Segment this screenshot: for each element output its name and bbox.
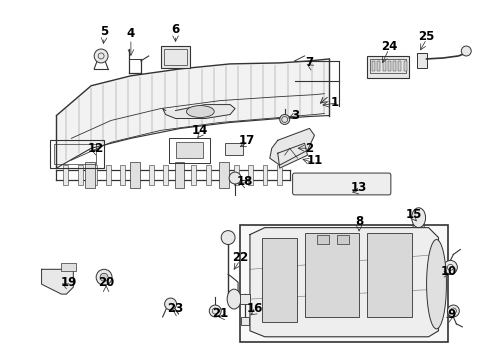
Ellipse shape [426, 239, 446, 329]
Text: 7: 7 [305, 57, 313, 69]
Text: 16: 16 [246, 302, 263, 315]
Circle shape [443, 260, 456, 274]
Circle shape [94, 49, 108, 63]
FancyBboxPatch shape [292, 173, 390, 195]
Bar [163, 165, 167, 185]
Polygon shape [56, 59, 328, 168]
Bar [148, 165, 153, 185]
Bar [161, 46, 190, 68]
Circle shape [460, 46, 470, 56]
Circle shape [279, 114, 289, 125]
Polygon shape [269, 129, 314, 165]
Text: 23: 23 [167, 302, 183, 315]
Bar [262, 238, 296, 322]
Text: 14: 14 [192, 124, 208, 137]
Bar [248, 165, 253, 185]
Bar [240, 225, 447, 342]
Bar [92, 165, 97, 185]
Bar [403, 61, 406, 71]
Circle shape [164, 298, 176, 310]
Circle shape [100, 273, 108, 281]
Ellipse shape [226, 289, 241, 309]
Text: 2: 2 [305, 142, 313, 155]
Bar [63, 165, 68, 185]
Circle shape [96, 269, 112, 285]
Polygon shape [41, 269, 73, 294]
Bar [120, 165, 125, 185]
Bar [262, 165, 267, 185]
Bar [366, 56, 408, 78]
Text: 22: 22 [231, 251, 247, 264]
Bar [220, 165, 224, 185]
Text: 13: 13 [350, 181, 366, 194]
Bar [78, 165, 82, 185]
Ellipse shape [411, 208, 425, 228]
Polygon shape [249, 228, 438, 337]
Bar [377, 61, 380, 71]
Bar [337, 235, 348, 244]
Bar [106, 165, 111, 185]
Bar [85, 162, 95, 188]
Bar [205, 165, 210, 185]
Text: 8: 8 [354, 215, 363, 228]
Text: 15: 15 [405, 208, 421, 221]
Polygon shape [277, 143, 307, 168]
Bar [219, 162, 229, 188]
Bar [130, 162, 140, 188]
Bar [191, 165, 196, 185]
Bar [241, 317, 248, 325]
Bar [61, 264, 76, 271]
Bar [240, 294, 249, 304]
Bar [382, 61, 385, 71]
Text: 3: 3 [291, 109, 299, 122]
Bar [276, 165, 281, 185]
Text: 17: 17 [238, 134, 255, 147]
Text: 18: 18 [236, 175, 253, 189]
Bar [392, 61, 395, 71]
Circle shape [221, 231, 235, 244]
Bar [163, 49, 187, 65]
Bar [177, 165, 182, 185]
Bar [134, 165, 139, 185]
Bar [54, 144, 96, 164]
Text: 10: 10 [439, 265, 456, 278]
Text: 21: 21 [212, 307, 228, 320]
Bar [366, 233, 411, 317]
Bar [371, 61, 374, 71]
Bar [174, 162, 184, 188]
Bar [387, 61, 390, 71]
Ellipse shape [186, 105, 214, 117]
Text: 24: 24 [380, 40, 396, 53]
Text: 9: 9 [447, 309, 455, 321]
Bar [369, 59, 405, 73]
Bar [398, 61, 401, 71]
Bar [224, 143, 243, 155]
Bar [49, 140, 104, 168]
Text: 19: 19 [61, 276, 78, 289]
Circle shape [447, 305, 458, 317]
Circle shape [229, 172, 241, 184]
Bar [317, 235, 328, 244]
Text: 12: 12 [88, 142, 104, 155]
Text: 1: 1 [329, 96, 338, 109]
Bar [175, 142, 203, 158]
Circle shape [209, 305, 221, 317]
Bar [168, 138, 210, 163]
Bar [416, 53, 426, 68]
Text: 4: 4 [126, 27, 135, 40]
Text: 5: 5 [100, 24, 108, 38]
Bar [234, 165, 239, 185]
Text: 6: 6 [171, 23, 179, 36]
Text: 20: 20 [98, 276, 114, 289]
Text: 25: 25 [418, 30, 434, 42]
Bar [304, 233, 358, 317]
Text: 11: 11 [305, 154, 322, 167]
Polygon shape [163, 105, 235, 118]
